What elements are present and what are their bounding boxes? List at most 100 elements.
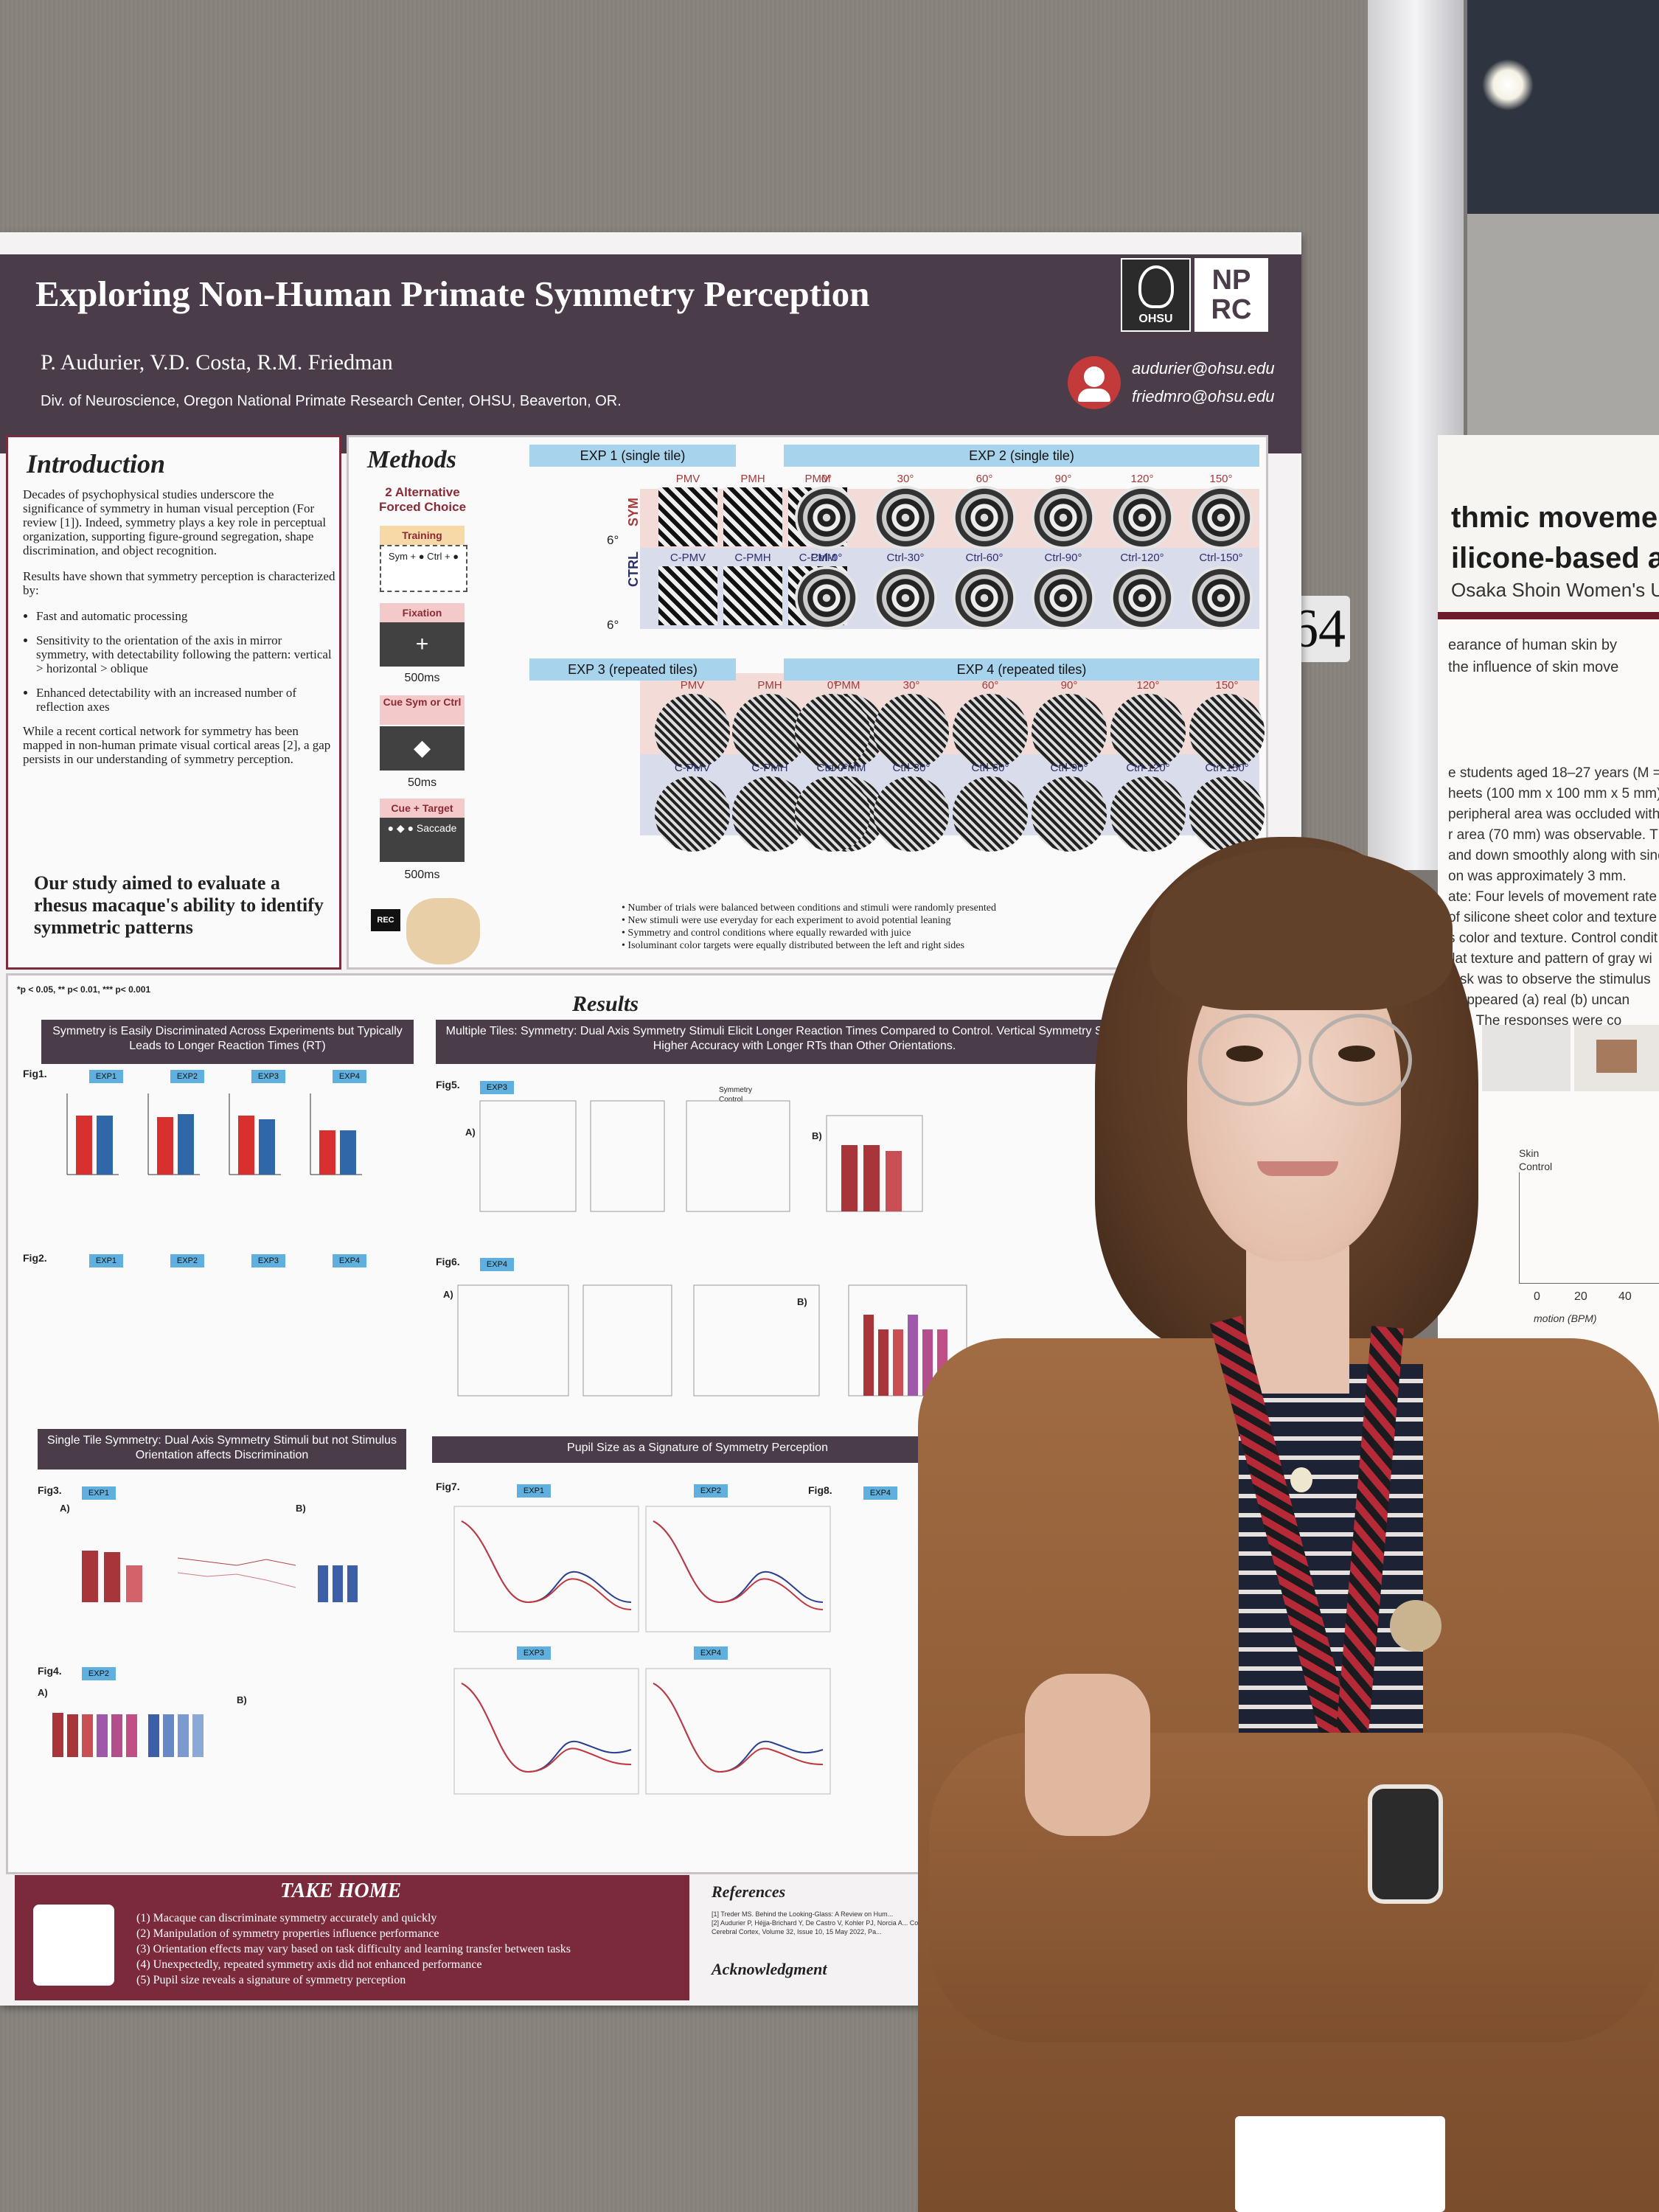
- stimulus-label: PMM: [804, 473, 831, 485]
- nprc-logo-line: RC: [1211, 294, 1252, 325]
- stimulus-label: Ctrl-0°: [810, 552, 843, 564]
- intro-paragraph: Decades of psychophysical studies unders…: [23, 487, 327, 557]
- neighbor-method-line: r area (70 mm) was observable. Th: [1448, 827, 1659, 843]
- panel-label: B): [797, 1296, 807, 1307]
- stimulus-label: PMH: [757, 679, 782, 692]
- stimulus-size: 6°: [607, 533, 619, 547]
- stimulus-label: 30°: [902, 679, 920, 692]
- fig6-rt-control-plot: [582, 1284, 672, 1397]
- references-list: [1] Treder MS. Behind the Looking-Glass:…: [712, 1910, 933, 1936]
- neighbor-tick: 0: [1534, 1290, 1540, 1303]
- trace-symmetry: [653, 1683, 824, 1773]
- neighbor-xlabel: motion (BPM): [1534, 1312, 1597, 1324]
- bar-symmetry: [238, 1116, 254, 1175]
- person-neck: [1246, 1246, 1349, 1394]
- brain-icon: [33, 1905, 114, 1986]
- bar-30: [878, 1329, 888, 1396]
- ohsu-logo: OHSU: [1121, 258, 1191, 332]
- stimulus-repeated: [795, 776, 870, 852]
- stimulus-label: Ctrl-0°: [816, 762, 849, 774]
- take-home-item: (2) Manipulation of symmetry properties …: [136, 1927, 439, 1940]
- references-heading: References: [712, 1882, 786, 1901]
- stimulus-label: 150°: [1209, 473, 1233, 485]
- stimulus-tile: [658, 487, 717, 546]
- panel-label: B): [296, 1503, 306, 1514]
- stimulus-label: Ctrl-90°: [1050, 762, 1088, 774]
- bar-control: [178, 1114, 194, 1175]
- ohsu-flame-icon: [1138, 265, 1174, 308]
- stimulus-tile: [723, 487, 782, 546]
- neighbor-method: e students aged 18–27 years (M = heets (…: [1448, 763, 1659, 1032]
- recording-icon: REC: [371, 909, 400, 931]
- neighbor-title-1: thmic moveme: [1451, 501, 1658, 534]
- neighbor-photo-2: [1574, 1025, 1659, 1091]
- bar-symmetry: [76, 1116, 92, 1175]
- bar-30: [67, 1714, 78, 1757]
- take-home-list: (1) Macaque can discriminate symmetry ac…: [136, 1910, 571, 1988]
- results-section-4: Pupil Size as a Signature of Symmetry Pe…: [432, 1436, 963, 1463]
- fig1-charts: [66, 1093, 362, 1175]
- stimulus-label: Ctrl-120°: [1126, 762, 1170, 774]
- neighbor-method-line: s color and texture. Control condit: [1448, 931, 1658, 946]
- bar-symmetry: [157, 1117, 173, 1175]
- trace-control: [653, 1520, 824, 1604]
- exp-chip: EXP3: [517, 1646, 551, 1660]
- neighbor-tick: 40: [1618, 1290, 1632, 1303]
- step-label: Fixation: [380, 603, 465, 622]
- stimulus-label: 0°: [821, 473, 832, 485]
- neighbor-method-line: peripheral area was occluded with a: [1448, 807, 1659, 822]
- stimulus-circle: [1110, 566, 1174, 630]
- stimulus-label: Ctrl-30°: [886, 552, 925, 564]
- methods-note: Symmetry and control conditions where eq…: [622, 927, 1256, 939]
- stimulus-repeated: [874, 694, 949, 769]
- bar-120: [111, 1714, 122, 1757]
- fig-label: Fig2.: [23, 1252, 47, 1264]
- stimulus-label: C-PMV: [674, 762, 711, 774]
- stimulus-label: C-PMM: [799, 552, 837, 564]
- bar-pmv: [841, 1145, 858, 1211]
- bar-ctrl: [192, 1714, 204, 1757]
- bar-pmv: [82, 1551, 98, 1602]
- target-box: ● ◆ ● Saccade: [380, 818, 465, 862]
- trace-control: [461, 1520, 632, 1604]
- stimulus-label: 60°: [975, 473, 993, 485]
- neighbor-method-line: of silicone sheet color and texture (: [1448, 910, 1659, 925]
- neighbor-intro: earance of human skin by the influence o…: [1448, 634, 1659, 678]
- bar-control: [97, 1116, 113, 1175]
- intro-bullet: Fast and automatic processing: [36, 609, 336, 623]
- stimulus-repeated: [1110, 776, 1186, 852]
- take-home-item: (4) Unexpectedly, repeated symmetry axis…: [136, 1958, 482, 1971]
- cue-diamond-icon: ◆: [380, 726, 465, 771]
- bar-0: [863, 1315, 874, 1396]
- introduction-body: Decades of psychophysical studies unders…: [23, 487, 336, 778]
- reference-item: [1] Treder MS. Behind the Looking-Glass:…: [712, 1910, 894, 1918]
- panel-label: A): [38, 1687, 48, 1698]
- neighbor-method-line: ure. The responses were co: [1448, 1013, 1622, 1029]
- study-aim: Our study aimed to evaluate a rhesus mac…: [34, 872, 324, 938]
- bar-ctrl-pmh: [333, 1565, 343, 1602]
- take-home-heading: TAKE HOME: [280, 1879, 402, 1902]
- results-section-3: Single Tile Symmetry: Dual Axis Symmetry…: [38, 1429, 406, 1470]
- fig6-rt-plot: [457, 1284, 569, 1397]
- person-hand: [1025, 1674, 1150, 1836]
- stimulus-tile: [658, 566, 717, 625]
- stimulus-circle: [1032, 566, 1095, 630]
- exp-chip: EXP1: [89, 1070, 123, 1083]
- results-section-1: Symmetry is Easily Discriminated Across …: [41, 1020, 414, 1064]
- stimulus-tile: [723, 566, 782, 625]
- stimulus-repeated: [953, 694, 1028, 769]
- fig-label: Fig6.: [436, 1256, 460, 1267]
- exp-chip: EXP3: [251, 1254, 285, 1267]
- neighbor-intro-line: earance of human skin by: [1448, 637, 1618, 653]
- stimulus-label: PMM: [834, 679, 860, 692]
- stimulus-label: 120°: [1136, 679, 1160, 692]
- necklace-pendant: [1290, 1467, 1312, 1492]
- fig-label: Fig3.: [38, 1484, 62, 1496]
- results-heading: Results: [572, 992, 639, 1016]
- bar-control: [259, 1119, 275, 1175]
- neighbor-intro-line: the influence of skin move: [1448, 659, 1619, 675]
- stimulus-label: Ctrl-30°: [892, 762, 931, 774]
- poster-authors: P. Audurier, V.D. Costa, R.M. Friedman: [41, 350, 393, 375]
- stimulus-circle: [1189, 566, 1253, 630]
- methods-note: New stimuli were use everyday for each e…: [622, 914, 1256, 927]
